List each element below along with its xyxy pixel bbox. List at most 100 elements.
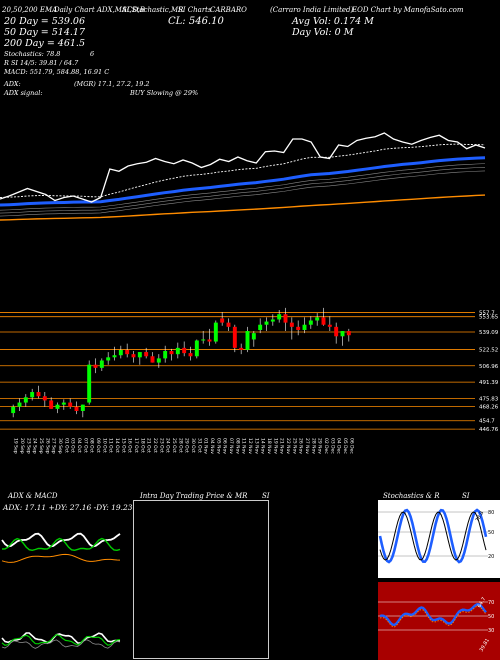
stochastics-readout: Stochastics: 78.8 [4,50,61,58]
candle-body [226,322,231,327]
ema20-readout: 20 Day = 539.06 [4,16,85,27]
date-tick-label: 26 Sep [44,438,50,454]
candle-body [302,324,307,330]
band-line [0,163,486,211]
ema20-line [0,143,486,198]
header-indicators: SI,Stochastic,MR [122,6,184,14]
date-tick-label: 05 Dec [342,438,348,454]
candle-body [289,322,294,327]
date-tick-label: 16 Oct [127,438,133,453]
stochastics-value: 6 [90,50,95,58]
candle-body [346,331,351,336]
header-symbol: CARBARO [210,6,247,14]
ema200-line [0,194,486,221]
date-tick-label: 21 Oct [146,438,152,453]
candle-body [30,392,35,398]
price-level-label: 446.76 [479,427,499,433]
macd-panel [0,600,122,660]
ema200-readout: 200 Day = 461.5 [4,38,85,49]
candle-body [118,349,123,356]
date-tick-label: 13 Nov [253,438,259,454]
intraday-panel [133,500,269,659]
candle-body [188,353,193,357]
intraday-frame [133,500,269,659]
date-tick-label: 29 Oct [184,438,190,453]
adx-line [1,553,121,563]
date-tick-label: 12 Nov [247,438,253,454]
candle-body [283,314,288,323]
candle-body [80,404,85,411]
header-site: EOD Chart by ManofaSato.com [352,6,464,14]
date-tick-label: 28 Nov [310,438,316,454]
adx-minus-di-line [1,537,121,552]
date-tick-label: 31 Oct [196,438,202,453]
candle-body [270,319,275,322]
adx-panel [0,500,122,582]
band-line [0,166,486,214]
ema50-line [0,156,486,207]
price-level-label: 539.09 [479,330,499,336]
date-tick-label: 05 Nov [215,438,221,454]
candle-body [93,364,98,368]
date-tick-label: 11 Nov [241,438,247,454]
macd-panel-bg [0,600,122,660]
rsi-level-label: 50 [488,614,494,620]
date-tick-label: 22 Oct [152,438,158,453]
candle-body [55,404,60,409]
candle-body [156,358,161,363]
ema-line-chart [0,132,486,221]
date-tick-label: 18 Oct [139,438,145,453]
header-si-charts: SI Charts [178,6,212,14]
close-price: CL: 546.10 [168,16,224,27]
stoch-level-label: 80 [488,510,494,516]
rsi-level-label: 70 [488,600,494,606]
intraday-panel-title-si: SI [262,492,270,500]
price-level-label: 475.83 [479,397,499,403]
macd-signal-line [1,634,121,646]
date-tick-label: 17 Oct [133,438,139,453]
date-tick-label: 30 Sep [57,438,63,454]
date-tick-label: 28 Oct [177,438,183,453]
date-tick-label: 25 Oct [171,438,177,453]
candle-body [163,351,168,359]
candle-body [220,318,225,323]
intraday-panel-title: Intra Day Trading Price & MR [140,492,248,500]
candle-body [327,324,332,327]
date-tick-label: 23 Oct [158,438,164,453]
date-tick-label: 30 Oct [190,438,196,453]
date-tick-label: 08 Nov [234,438,240,454]
date-tick-label: 24 Oct [165,438,171,453]
date-tick-label: 03 Oct [70,438,76,453]
candle-body [169,351,174,355]
adx-plus-di-line [1,532,121,548]
rsi-line [379,603,487,627]
price-level-label: 553.65 [479,315,499,321]
candle-body [340,331,345,337]
rsi-signal-line [379,605,487,628]
adx-panel-readout: ADX: 17.11 +DY: 27.16 -DY: 19.23 [3,503,133,512]
adx-macd-panel-title: ADX & MACD [8,492,58,500]
date-tick-label: 01 Nov [203,438,209,454]
candle-body [150,356,155,363]
price-line [0,132,486,203]
price-level-label: 506.96 [479,364,499,370]
candle-body [258,324,263,330]
candle-body [245,331,250,350]
date-tick-label: 22 Nov [285,438,291,454]
date-tick-label: 01 Oct [63,438,69,453]
candle-body [334,326,339,337]
stoch-d-line [379,511,487,561]
date-tick-label: 08 Oct [89,438,95,453]
adx-signal: BUY Slowing @ 29% [130,89,199,97]
candle-body [99,360,104,368]
candle-body [308,320,313,325]
candle-body [36,392,41,397]
candle-body [315,317,320,321]
stoch-level-label: 50 [488,530,494,536]
candle-body [239,347,244,350]
ema50-readout: 50 Day = 514.17 [4,27,85,38]
date-tick-label: 04 Oct [76,438,82,453]
date-tick-label: 04 Nov [209,438,215,454]
date-tick-label: 20 Sep [19,438,25,454]
header-company: (Carraro India Limited) [270,6,354,14]
